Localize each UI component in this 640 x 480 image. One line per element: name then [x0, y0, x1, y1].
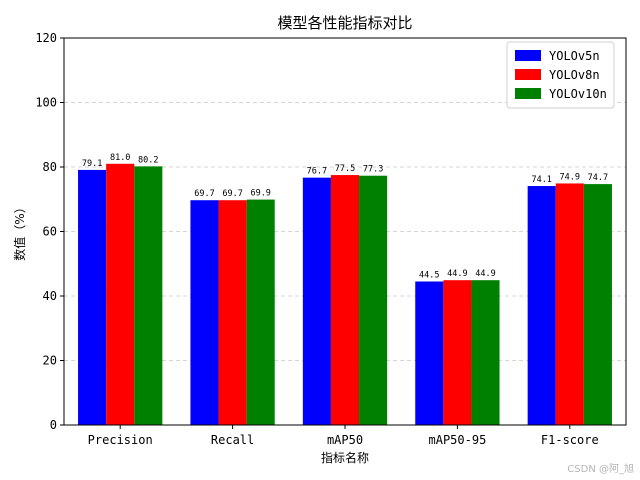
bar-value-label: 44.9: [447, 269, 467, 279]
y-axis-ticks: 0 20 40 60 80 100 120: [35, 31, 64, 432]
bar: [106, 163, 135, 425]
bar-value-label: 44.5: [419, 270, 439, 280]
legend-entry: YOLOv10n: [549, 87, 607, 101]
bar-value-label: 81.0: [110, 153, 130, 163]
bar-value-label: 77.3: [363, 165, 383, 175]
legend-entry: YOLOv5n: [549, 49, 600, 63]
bar: [527, 186, 556, 425]
y-tick-label: 20: [43, 354, 57, 368]
bar: [555, 183, 584, 425]
bar: [583, 184, 612, 425]
bar: [415, 281, 444, 425]
bar-value-label: 44.9: [475, 269, 495, 279]
bar-value-label: 77.5: [335, 164, 355, 174]
y-tick-label: 120: [35, 31, 57, 45]
y-tick-label: 40: [43, 289, 57, 303]
x-tick-label: mAP50: [327, 433, 363, 447]
legend-swatch: [515, 88, 541, 99]
bar-value-label: 74.1: [531, 175, 551, 185]
bar: [246, 199, 275, 425]
bars: [78, 163, 612, 426]
bar: [190, 200, 219, 425]
bar: [330, 175, 360, 425]
bar-value-label: 76.7: [307, 167, 327, 177]
x-axis-label: 指标名称: [321, 450, 369, 465]
bar: [302, 177, 331, 425]
legend-entry: YOLOv8n: [549, 68, 600, 82]
legend-swatch: [515, 69, 541, 80]
watermark: CSDN @阿_旭: [567, 463, 634, 475]
bar: [134, 166, 163, 426]
x-axis-ticks: Precision Recall mAP50 mAP50-95 F1-score: [88, 425, 599, 447]
bar-value-label: 74.9: [560, 172, 580, 182]
bar-value-label: 80.2: [138, 155, 158, 165]
bar-value-label: 69.9: [250, 189, 270, 199]
x-tick-label: Recall: [211, 433, 254, 447]
y-tick-label: 100: [35, 96, 57, 110]
y-axis-label: 数值（%）: [12, 201, 27, 260]
bar-value-label: 74.7: [588, 173, 608, 183]
bar: [359, 175, 388, 425]
bar-value-label: 69.7: [222, 189, 242, 199]
y-tick-label: 80: [43, 160, 57, 174]
x-tick-label: mAP50-95: [429, 433, 487, 447]
y-tick-label: 0: [50, 418, 57, 432]
x-tick-label: F1-score: [541, 433, 599, 447]
bar-value-label: 79.1: [82, 159, 102, 169]
data-labels: 79.1 81.0 80.2 69.7 69.7 69.9 76.7 77.5 77.3 44.5…: [82, 153, 608, 281]
bar-value-label: 69.7: [194, 189, 214, 199]
legend-swatch: [515, 50, 541, 61]
y-tick-label: 60: [43, 225, 57, 239]
bar: [471, 280, 500, 425]
bar: [218, 200, 247, 425]
bar: [443, 280, 472, 425]
chart-title: 模型各性能指标对比: [277, 14, 412, 32]
x-tick-label: Precision: [88, 433, 153, 447]
bar: [78, 169, 107, 425]
legend: YOLOv5n YOLOv8n YOLOv10n: [506, 41, 615, 109]
